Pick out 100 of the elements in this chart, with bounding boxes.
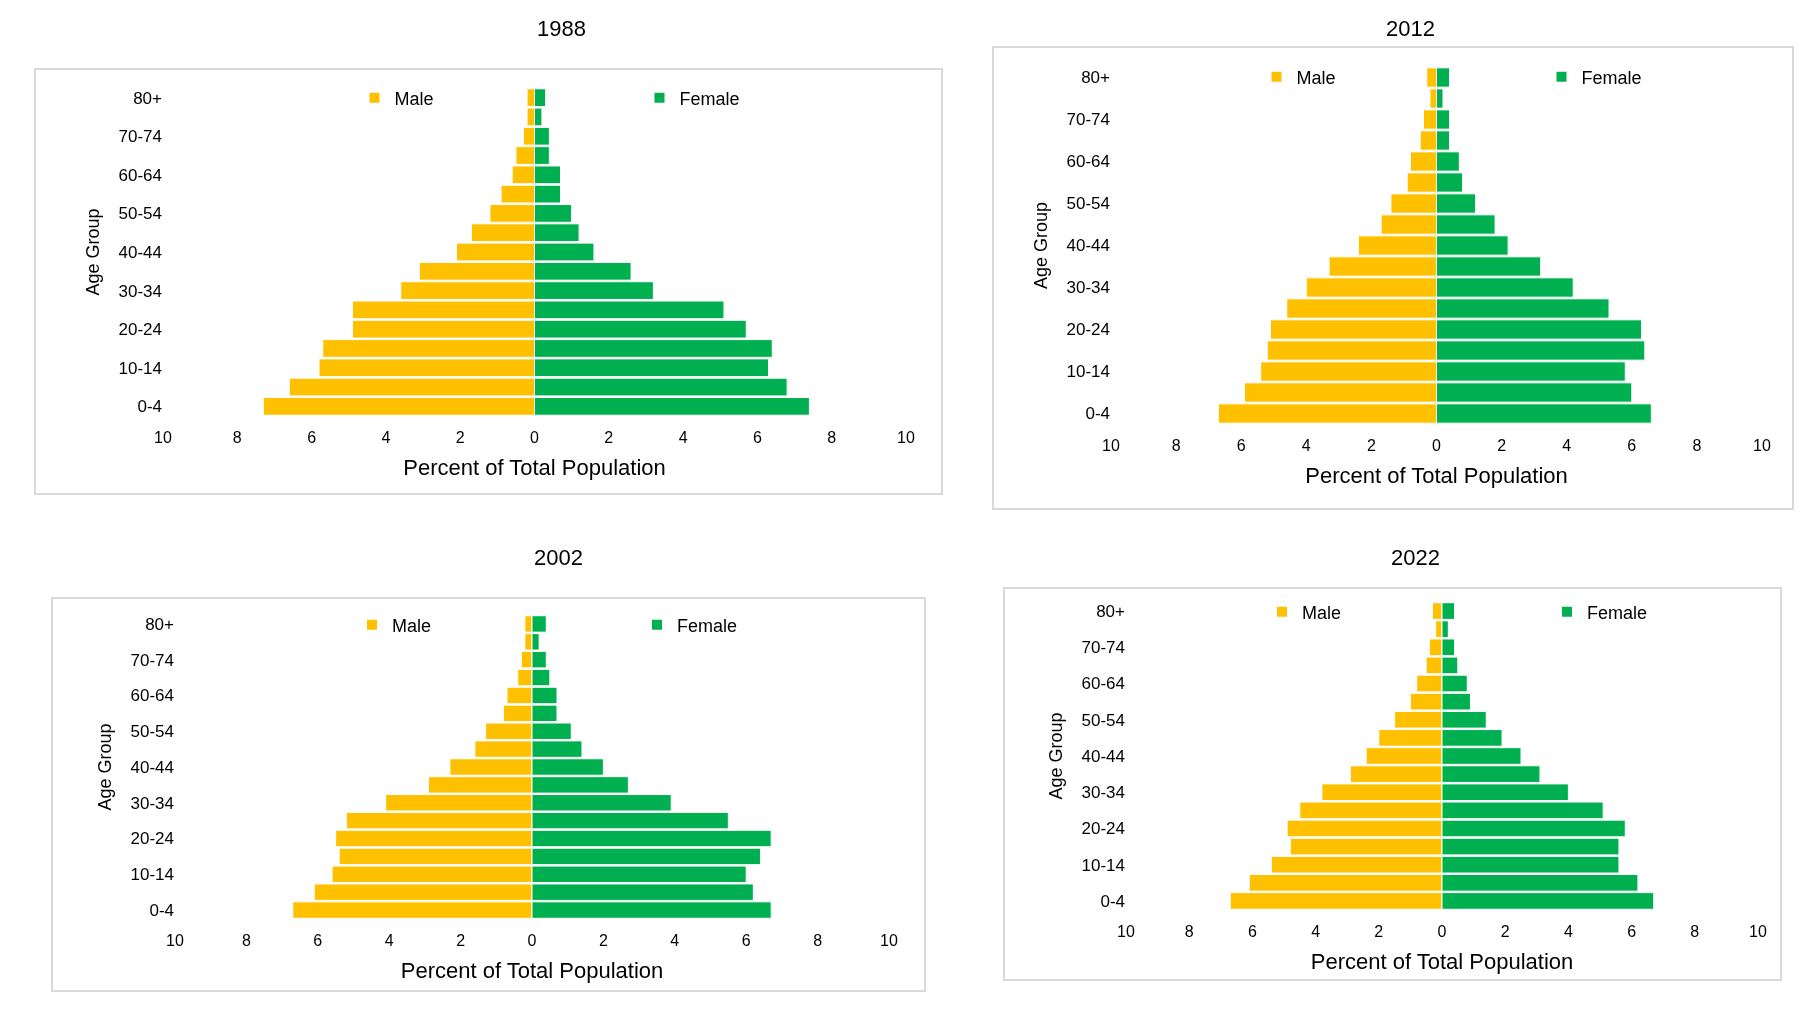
x-tick-label: 4 bbox=[384, 932, 394, 949]
y-tick-label: 0-4 bbox=[1100, 891, 1125, 911]
y-tick-label: 20-24 bbox=[1081, 819, 1125, 839]
y-tick-label: 30-34 bbox=[1081, 783, 1125, 803]
x-tick-label: 8 bbox=[1184, 923, 1194, 940]
x-tick-label: 6 bbox=[741, 932, 751, 949]
y-tick-label: 10-14 bbox=[130, 865, 174, 885]
x-tick-label: 10 bbox=[897, 429, 915, 446]
y-tick-label: 80+ bbox=[1081, 68, 1111, 88]
x-axis-title: Percent of Total Population bbox=[400, 957, 664, 983]
x-tick-label: 10 bbox=[1749, 923, 1767, 940]
x-tick-label: 4 bbox=[1562, 437, 1572, 454]
y-tick-label: 10-14 bbox=[1081, 855, 1125, 875]
y-tick-label: 50-54 bbox=[1081, 710, 1125, 730]
chart-title: 2012 bbox=[1386, 16, 1435, 41]
legend-label: Male bbox=[1302, 602, 1342, 623]
y-tick-label: 30-34 bbox=[118, 281, 162, 301]
y-tick-label: 20-24 bbox=[130, 829, 174, 849]
x-tick-label: 4 bbox=[381, 429, 391, 446]
y-tick-label: 80+ bbox=[1096, 602, 1126, 622]
legend-label: Female bbox=[679, 88, 740, 109]
x-tick-label: 6 bbox=[313, 932, 323, 949]
y-tick-label: 10-14 bbox=[1066, 362, 1110, 382]
x-tick-label: 4 bbox=[678, 429, 688, 446]
y-tick-label: 50-54 bbox=[1066, 194, 1110, 214]
x-tick-label: 0 bbox=[1432, 437, 1442, 454]
y-axis-title: Age Group bbox=[82, 208, 103, 296]
y-tick-label: 10-14 bbox=[118, 358, 162, 378]
x-tick-label: 10 bbox=[1102, 437, 1120, 454]
x-tick-label: 2 bbox=[598, 932, 608, 949]
x-tick-label: 6 bbox=[307, 429, 317, 446]
x-tick-label: 2 bbox=[1500, 923, 1510, 940]
legend-label: Male bbox=[392, 615, 432, 636]
y-tick-label: 30-34 bbox=[1066, 278, 1110, 298]
y-tick-label: 60-64 bbox=[1081, 674, 1125, 694]
y-tick-label: 70-74 bbox=[1081, 638, 1125, 658]
x-tick-label: 4 bbox=[1563, 923, 1573, 940]
x-tick-label: 8 bbox=[1690, 923, 1700, 940]
x-tick-label: 2 bbox=[1497, 437, 1507, 454]
y-tick-label: 0-4 bbox=[149, 901, 174, 921]
y-tick-label: 0-4 bbox=[137, 397, 162, 417]
legend-label: Male bbox=[1296, 67, 1336, 88]
x-tick-label: 8 bbox=[1692, 437, 1702, 454]
x-tick-label: 2 bbox=[1366, 437, 1376, 454]
legend-label: Female bbox=[1587, 602, 1648, 623]
x-tick-label: 8 bbox=[241, 932, 251, 949]
y-tick-label: 50-54 bbox=[130, 722, 174, 742]
x-tick-label: 8 bbox=[813, 932, 823, 949]
x-tick-label: 10 bbox=[1753, 437, 1771, 454]
x-tick-label: 10 bbox=[880, 932, 898, 949]
y-tick-label: 60-64 bbox=[130, 686, 174, 706]
x-tick-label: 10 bbox=[166, 932, 184, 949]
x-tick-label: 4 bbox=[1311, 923, 1321, 940]
x-tick-label: 8 bbox=[232, 429, 242, 446]
y-tick-label: 0-4 bbox=[1085, 404, 1110, 424]
x-axis-title: Percent of Total Population bbox=[1310, 948, 1574, 974]
legend-label: Male bbox=[394, 88, 434, 109]
x-axis-title: Percent of Total Population bbox=[403, 454, 666, 480]
y-tick-label: 20-24 bbox=[1066, 320, 1110, 340]
x-tick-label: 6 bbox=[1627, 923, 1637, 940]
y-tick-label: 60-64 bbox=[118, 165, 162, 185]
y-axis-title: Age Group bbox=[94, 723, 115, 811]
y-tick-label: 40-44 bbox=[130, 757, 174, 777]
chart-title: 1988 bbox=[537, 16, 586, 41]
legend-label: Female bbox=[677, 615, 738, 636]
x-tick-label: 0 bbox=[1437, 923, 1447, 940]
y-tick-label: 80+ bbox=[145, 614, 175, 634]
y-tick-label: 70-74 bbox=[118, 127, 162, 147]
y-tick-label: 30-34 bbox=[130, 793, 174, 813]
x-tick-label: 2 bbox=[604, 429, 614, 446]
x-tick-label: 0 bbox=[530, 429, 540, 446]
y-tick-label: 60-64 bbox=[1066, 152, 1110, 172]
x-tick-label: 0 bbox=[527, 932, 537, 949]
y-tick-label: 80+ bbox=[133, 88, 163, 108]
chart-title: 2022 bbox=[1391, 545, 1440, 570]
y-tick-label: 70-74 bbox=[130, 650, 174, 670]
x-tick-label: 8 bbox=[827, 429, 837, 446]
x-tick-label: 6 bbox=[752, 429, 762, 446]
x-tick-label: 6 bbox=[1236, 437, 1246, 454]
legend-label: Female bbox=[1581, 67, 1642, 88]
y-tick-label: 70-74 bbox=[1066, 110, 1110, 130]
x-tick-label: 2 bbox=[455, 429, 465, 446]
x-tick-label: 10 bbox=[1117, 923, 1135, 940]
y-tick-label: 50-54 bbox=[118, 204, 162, 224]
chart-title: 2002 bbox=[534, 545, 583, 570]
x-tick-label: 4 bbox=[1301, 437, 1311, 454]
y-axis-title: Age Group bbox=[1030, 201, 1051, 290]
x-tick-label: 4 bbox=[670, 932, 680, 949]
x-tick-label: 6 bbox=[1247, 923, 1257, 940]
x-axis-title: Percent of Total Population bbox=[1305, 462, 1568, 488]
y-axis-title: Age Group bbox=[1045, 712, 1066, 800]
x-tick-label: 10 bbox=[154, 429, 172, 446]
y-tick-label: 40-44 bbox=[1066, 236, 1110, 256]
x-tick-label: 6 bbox=[1627, 437, 1637, 454]
y-tick-label: 40-44 bbox=[1081, 746, 1125, 766]
x-tick-label: 8 bbox=[1171, 437, 1181, 454]
x-tick-label: 2 bbox=[1374, 923, 1384, 940]
y-tick-label: 40-44 bbox=[118, 242, 162, 262]
y-tick-label: 20-24 bbox=[118, 320, 162, 340]
x-tick-label: 2 bbox=[456, 932, 466, 949]
